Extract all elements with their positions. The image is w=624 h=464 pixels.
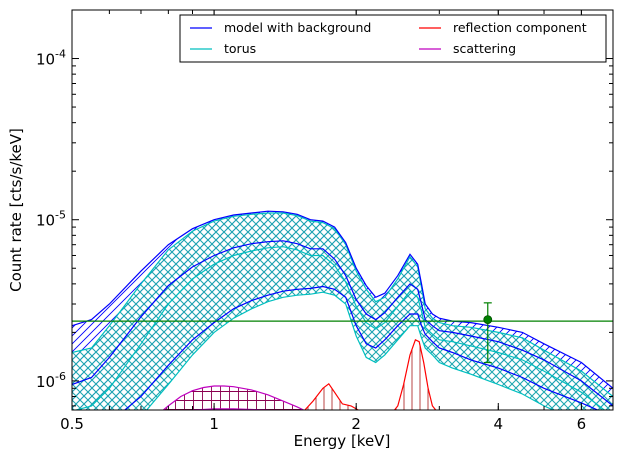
y-tick-exponent: -5 (55, 209, 66, 222)
scattering-band-fill (163, 386, 304, 410)
x-tick-label: 6 (577, 415, 587, 433)
reflection-band-fill (290, 339, 453, 410)
x-tick-label: 4 (494, 415, 504, 433)
model-line-mid (72, 240, 613, 407)
torus-band-fill (72, 213, 613, 410)
y-axis-label: Count rate [cts/s/keV] (7, 128, 25, 292)
legend-label: scattering (453, 41, 516, 56)
y-tick-base: 10 (36, 212, 55, 230)
plot-area (72, 210, 613, 410)
legend-box (179, 14, 607, 63)
legend-label: torus (224, 41, 256, 56)
y-tick-base: 10 (36, 51, 55, 69)
y-tick-label: 10-6 (36, 370, 66, 391)
scattering-line-upper (162, 385, 305, 410)
data-point (483, 315, 493, 325)
scattering-line-lower (186, 408, 277, 410)
axes-frame (71, 9, 614, 411)
legend-label: model with background (224, 20, 371, 35)
y-tick-exponent: -6 (55, 370, 66, 383)
y-tick-base: 10 (36, 373, 55, 391)
model-line-upper (72, 210, 613, 389)
reflection-line (304, 338, 437, 410)
x-tick-label: 2 (351, 415, 361, 433)
x-axis-label: Energy [keV] (294, 432, 391, 450)
axis-ticks: 0.5 1 2 4 610-610-510-4 (36, 9, 614, 433)
model-line-lower (123, 285, 600, 410)
legend-label: reflection component (453, 20, 587, 35)
legend: model with background reflection componen… (179, 14, 607, 63)
x-tick-label: 0.5 (60, 415, 84, 433)
torus-line-lower (145, 291, 555, 410)
torus-line-mid (73, 246, 606, 410)
torus-line-upper (72, 212, 613, 397)
y-tick-label: 10-4 (36, 48, 66, 69)
y-tick-exponent: -4 (55, 48, 66, 61)
x-tick-label: 1 (209, 415, 219, 433)
y-tick-label: 10-5 (36, 209, 66, 230)
